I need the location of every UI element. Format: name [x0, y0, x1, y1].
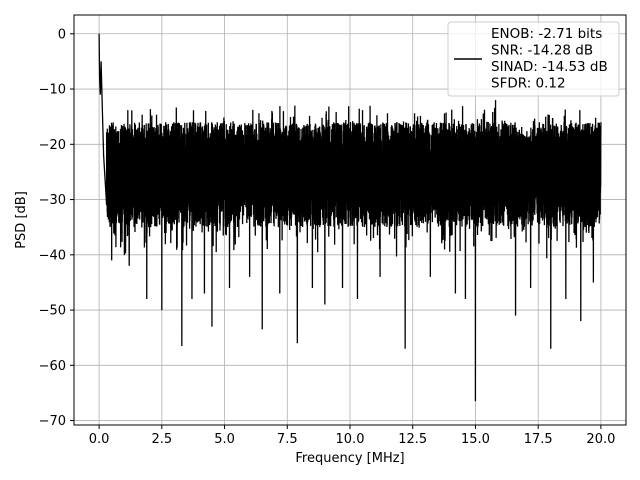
x-tick-label: 7.5 — [277, 432, 298, 447]
y-tick-label: 0 — [58, 27, 66, 42]
x-axis-title: Frequency [MHz] — [295, 451, 404, 466]
y-tick-label: −40 — [39, 248, 66, 263]
x-tick-label: 12.5 — [398, 432, 427, 447]
x-tick-label: 5.0 — [214, 432, 235, 447]
legend-entry-line: SNR: -14.28 dB — [491, 43, 593, 59]
legend-box — [447, 21, 620, 97]
x-tick-label: 2.5 — [151, 432, 172, 447]
psd-trace — [98, 33, 602, 402]
legend-entry-line: SFDR: 0.12 — [491, 76, 566, 92]
x-tick-label: 0.0 — [89, 432, 110, 447]
x-tick-label: 17.5 — [524, 432, 553, 447]
x-tick-label: 15.0 — [461, 432, 490, 447]
y-tick-label: −10 — [39, 83, 66, 98]
y-tick-label: −70 — [39, 414, 66, 429]
x-tick-label: 20.0 — [586, 432, 615, 447]
y-tick-label: −60 — [39, 359, 66, 374]
plot-area: 0.0 2.5 5.0 7.5 10.0 12.5 15.0 17.5 20.0 0 −10 −20 −… — [14, 14, 627, 466]
legend-entry-line: SINAD: -14.53 dB — [491, 59, 608, 75]
y-axis-title: PSD [dB] — [14, 191, 29, 249]
y-tick-label: −50 — [39, 304, 66, 319]
legend-entry-line: ENOB: -2.71 bits — [491, 26, 602, 42]
y-tick-label: −30 — [39, 193, 66, 208]
y-tick-label: −20 — [39, 138, 66, 153]
x-tick-label: 10.0 — [336, 432, 365, 447]
